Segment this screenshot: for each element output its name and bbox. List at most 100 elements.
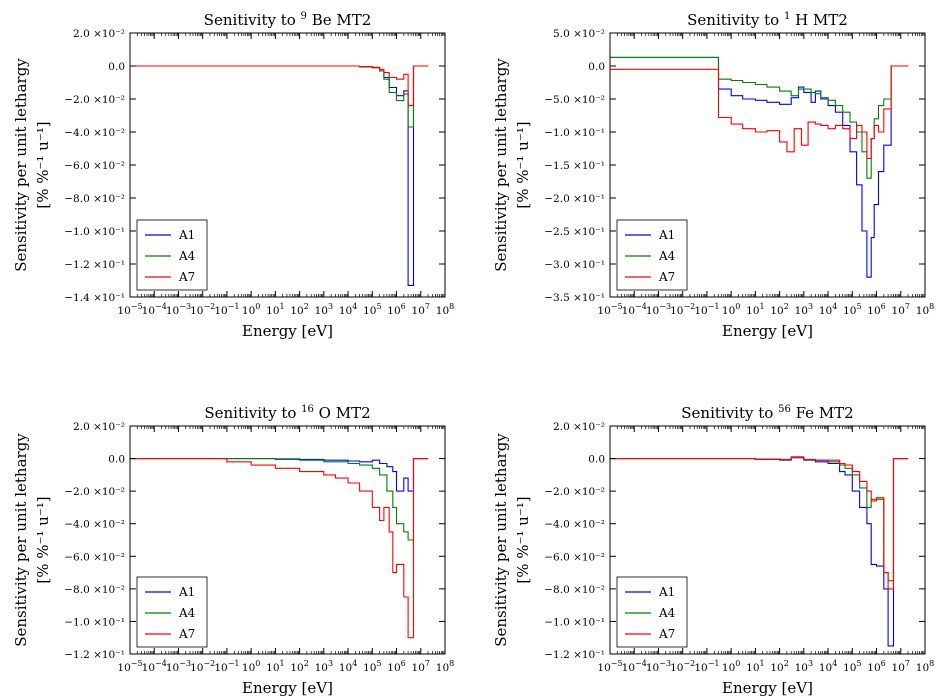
y-tick-label: −6.0 ×10⁻² [544, 551, 605, 563]
legend: A1 A4 A7 [617, 220, 687, 290]
title-isotope-mass: 16 [301, 404, 314, 415]
y-tick-label: −3.0 ×10⁻¹ [544, 259, 605, 271]
title-prefix: Senitivity to [687, 11, 784, 29]
y-tick-label: 2.0 ×10⁻² [553, 421, 605, 433]
y-tick-label: −1.2 ×10⁻¹ [544, 649, 605, 661]
x-tick-label: 108 [436, 659, 454, 674]
y-tick-label: 2.0 ×10⁻² [73, 28, 125, 40]
x-tick-label: 10−2 [190, 659, 215, 674]
y-axis-label-units: [% %⁻¹ u⁻¹] [34, 121, 52, 208]
x-axis-label: Energy [eV] [722, 322, 813, 340]
x-axis-label: Energy [eV] [242, 322, 333, 340]
x-tick-label: 10−4 [622, 302, 647, 317]
x-tick-label: 102 [290, 659, 308, 674]
legend-box [137, 577, 207, 647]
x-tick-label: 104 [819, 659, 837, 674]
chart-title: Senitivity to 16 O MT2 [204, 404, 370, 422]
y-tick-label: −1.4 ×10⁻¹ [64, 292, 125, 304]
x-tick-label: 105 [363, 302, 381, 317]
subplot-2: Senitivity to 1 H MT210−5 10−4 10−3 10−2 10−… [492, 11, 934, 340]
legend-label-A7: A7 [658, 270, 675, 284]
x-tick-label: 10−5 [117, 302, 142, 317]
y-tick-label: −6.0 ×10⁻² [64, 551, 125, 563]
x-tick-label: 105 [363, 659, 381, 674]
chart-title: Senitivity to 9 Be MT2 [204, 11, 372, 29]
x-tick-label: 107 [892, 302, 910, 317]
title-nuclide: O MT2 [314, 404, 371, 422]
x-tick-label: 10−1 [214, 659, 239, 674]
x-tick-label: 102 [770, 302, 788, 317]
y-tick-label: 5.0 ×10⁻² [553, 28, 605, 40]
legend-label-A1: A1 [178, 228, 195, 242]
x-tick-label: 10−3 [166, 659, 191, 674]
x-axis-label: Energy [eV] [722, 679, 813, 697]
legend-label-A1: A1 [658, 585, 675, 599]
x-tick-label: 107 [412, 302, 430, 317]
y-tick-label: −1.0 ×10⁻¹ [544, 616, 605, 628]
x-tick-label: 106 [867, 302, 885, 317]
x-tick-label: 106 [867, 659, 885, 674]
y-tick-label: −2.5 ×10⁻¹ [544, 226, 605, 238]
x-tick-label: 100 [242, 659, 260, 674]
x-tick-label: 10−1 [694, 659, 719, 674]
x-tick-label: 101 [266, 659, 284, 674]
x-tick-label: 106 [387, 302, 405, 317]
y-axis-label-units: [% %⁻¹ u⁻¹] [514, 121, 532, 208]
legend-box [617, 577, 687, 647]
x-tick-label: 10−5 [597, 659, 622, 674]
legend: A1 A4 A7 [137, 577, 207, 647]
x-tick-label: 102 [290, 302, 308, 317]
legend-label-A7: A7 [658, 627, 675, 641]
y-tick-label: 0.0 [588, 454, 605, 466]
x-tick-label: 105 [843, 659, 861, 674]
y-tick-label: −2.0 ×10⁻¹ [544, 193, 605, 205]
x-tick-label: 108 [916, 659, 934, 674]
y-tick-label: −3.5 ×10⁻¹ [544, 292, 605, 304]
y-tick-label: −1.0 ×10⁻¹ [64, 226, 125, 238]
x-tick-label: 10−2 [670, 302, 695, 317]
x-tick-label: 10−5 [597, 302, 622, 317]
y-tick-label: −1.2 ×10⁻¹ [64, 259, 125, 271]
legend-label-A4: A4 [178, 606, 196, 620]
x-tick-label: 10−3 [646, 659, 671, 674]
x-tick-label: 104 [819, 302, 837, 317]
x-tick-label: 101 [746, 659, 764, 674]
series-line-A7 [130, 66, 428, 106]
title-isotope-mass: 56 [778, 404, 791, 415]
y-tick-label: −4.0 ×10⁻² [64, 519, 125, 531]
title-prefix: Senitivity to [681, 404, 778, 422]
y-tick-label: −8.0 ×10⁻² [64, 584, 125, 596]
y-axis-label: Sensitivity per unit lethargy [12, 58, 30, 272]
subplot-4: Senitivity to 56 Fe MT210−5 10−4 10−3 10−2 1… [492, 404, 934, 697]
x-tick-label: 102 [770, 659, 788, 674]
legend-label-A1: A1 [658, 228, 675, 242]
y-tick-label: −1.0 ×10⁻¹ [544, 127, 605, 139]
x-tick-label: 107 [892, 659, 910, 674]
y-tick-label: −4.0 ×10⁻² [544, 519, 605, 531]
y-tick-label: 0.0 [108, 454, 125, 466]
x-tick-label: 10−1 [214, 302, 239, 317]
legend: A1 A4 A7 [617, 577, 687, 647]
y-tick-label: 0.0 [588, 61, 605, 73]
y-tick-label: −1.5 ×10⁻¹ [544, 160, 605, 172]
x-tick-label: 10−2 [670, 659, 695, 674]
y-tick-label: −2.0 ×10⁻² [64, 94, 125, 106]
y-tick-label: −2.0 ×10⁻² [544, 486, 605, 498]
x-tick-label: 10−4 [142, 302, 167, 317]
y-axis-label-units: [% %⁻¹ u⁻¹] [514, 496, 532, 583]
x-tick-label: 100 [242, 302, 260, 317]
title-nuclide: Be MT2 [307, 11, 371, 29]
y-tick-label: −8.0 ×10⁻² [64, 193, 125, 205]
y-tick-label: −2.0 ×10⁻² [64, 486, 125, 498]
x-tick-label: 101 [266, 302, 284, 317]
legend-box [137, 220, 207, 290]
x-tick-label: 101 [746, 302, 764, 317]
y-axis-label-units: [% %⁻¹ u⁻¹] [34, 496, 52, 583]
x-tick-label: 10−4 [622, 659, 647, 674]
series-line-A4 [130, 459, 428, 540]
y-tick-label: −1.2 ×10⁻¹ [64, 649, 125, 661]
legend-label-A7: A7 [178, 270, 195, 284]
x-tick-label: 10−1 [694, 302, 719, 317]
legend-label-A4: A4 [178, 249, 196, 263]
